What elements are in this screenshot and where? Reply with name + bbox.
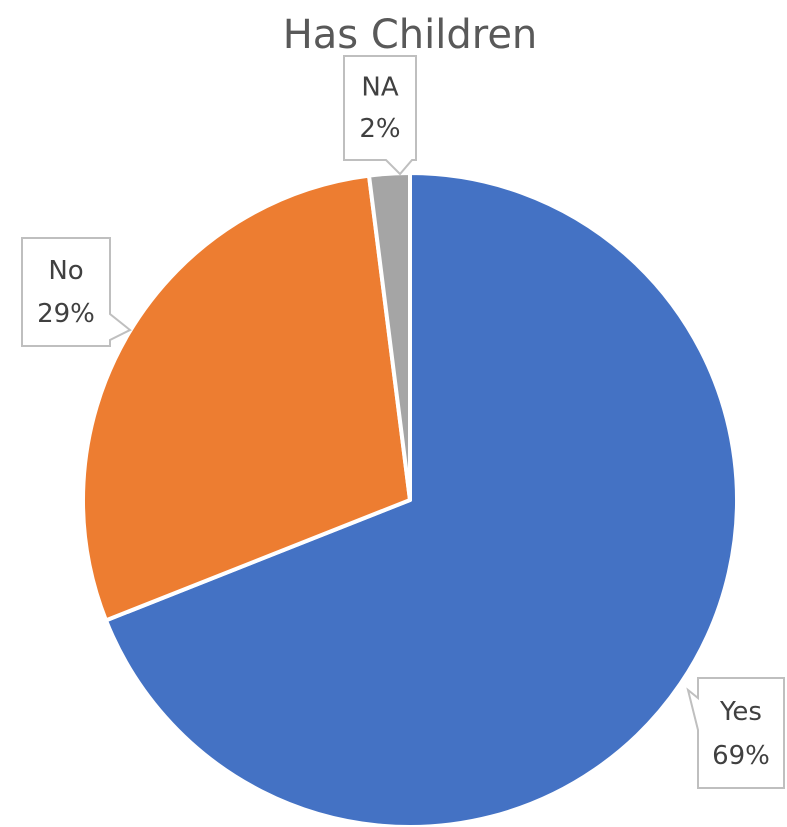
pie-slices	[81, 171, 739, 827]
chart-title: Has Children	[283, 12, 538, 58]
callout-box	[686, 677, 785, 789]
data-label-value: 2%	[359, 114, 400, 144]
pie-slice-yes	[103, 171, 739, 827]
data-label-no: No 29%	[21, 237, 132, 347]
data-label-na: NA 2%	[343, 55, 417, 176]
data-label-callouts: Yes 69% No 29% NA 2%	[21, 55, 785, 789]
pie-slice-na	[367, 171, 412, 502]
callout-box	[21, 237, 132, 347]
pie-slice-no	[81, 173, 412, 623]
data-label-category: Yes	[719, 697, 762, 727]
data-label-value: 29%	[37, 299, 95, 329]
data-label-yes: Yes 69%	[686, 677, 785, 789]
callout-box	[343, 55, 417, 176]
data-label-value: 69%	[712, 741, 770, 771]
data-label-category: No	[48, 256, 83, 286]
data-label-category: NA	[361, 73, 398, 103]
